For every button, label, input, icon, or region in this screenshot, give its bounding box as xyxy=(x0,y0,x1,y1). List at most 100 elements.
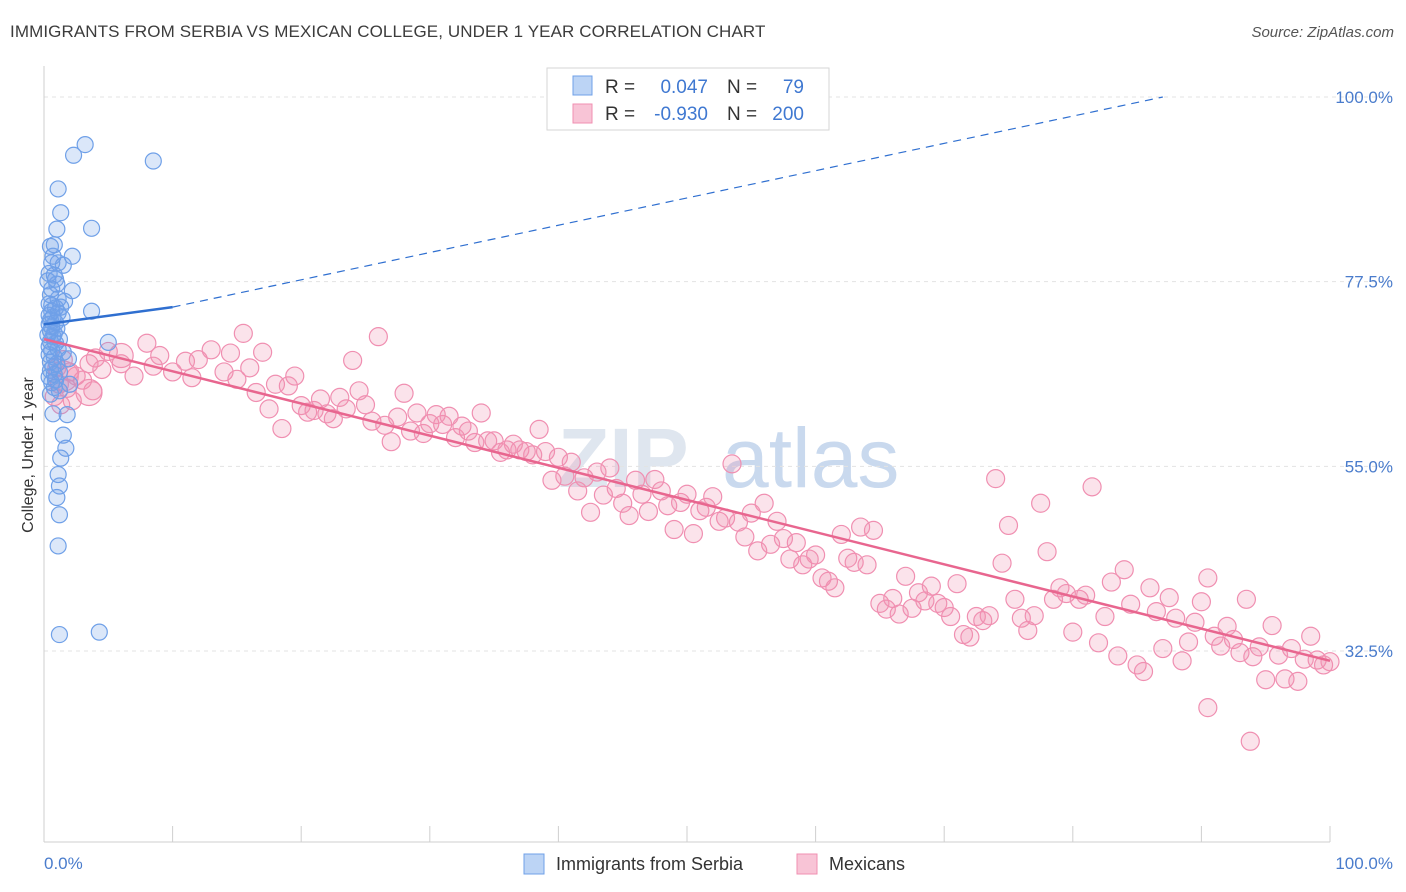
mexicans-point xyxy=(220,343,241,363)
serbia-point xyxy=(50,506,69,524)
mexicans-point xyxy=(786,533,806,553)
mexicans-point xyxy=(1159,588,1179,608)
serbia-point xyxy=(44,405,62,423)
serbia-point xyxy=(48,488,66,507)
mexicans-point xyxy=(857,555,877,575)
mexicans-point xyxy=(1320,652,1340,672)
mexicans-point xyxy=(876,599,896,619)
serbia-point xyxy=(48,275,66,293)
mexicans-n-label: N = xyxy=(727,104,757,125)
serbia-r-value: 0.047 xyxy=(660,77,708,98)
mexicans-point xyxy=(1133,661,1154,682)
mexicans-point xyxy=(973,611,993,631)
mexicans-point xyxy=(272,418,292,439)
mexicans-point xyxy=(1240,731,1260,751)
mexicans-point xyxy=(278,376,298,396)
mexicans-point xyxy=(253,342,273,362)
mexicans-point xyxy=(1262,615,1282,636)
y-axis-title: College, Under 1 year xyxy=(20,377,37,533)
mexicans-point xyxy=(863,520,884,540)
mexicans-point xyxy=(1101,572,1121,592)
chart-title: IMMIGRANTS FROM SERBIA VS MEXICAN COLLEG… xyxy=(10,22,766,41)
serbia-n-value: 79 xyxy=(783,77,804,98)
serbia-point xyxy=(82,219,101,237)
trend-lines xyxy=(43,96,1331,663)
mexicans-point xyxy=(979,606,999,626)
mexicans-point xyxy=(1063,622,1083,642)
mexicans-point xyxy=(75,378,103,407)
watermark-atlas: atlas xyxy=(722,411,899,505)
mexicans-point xyxy=(1230,643,1250,663)
mexicans-point xyxy=(1108,646,1128,666)
mexicans-point xyxy=(298,402,318,422)
y-tick-label: 32.5% xyxy=(1345,642,1393,661)
mexicans-point xyxy=(1178,632,1199,652)
serbia-trend-line xyxy=(43,305,173,326)
serbia-point xyxy=(41,385,60,403)
mexicans-point xyxy=(188,350,208,370)
mexicans-point xyxy=(992,553,1012,573)
mexicans-point xyxy=(580,502,601,522)
serbia-trend-dashed xyxy=(172,96,1163,308)
x-tick-label-max: 100.0% xyxy=(1335,854,1393,873)
mexicans-point xyxy=(1243,647,1263,667)
y-tick-label: 100.0% xyxy=(1335,88,1393,107)
serbia-point xyxy=(144,152,162,170)
mexicans-point xyxy=(1082,477,1102,497)
serbia-r-label: R = xyxy=(605,77,635,98)
serbia-point xyxy=(57,439,75,457)
mexicans-point xyxy=(1256,670,1276,690)
legend-mexicans-label: Mexicans xyxy=(829,854,905,874)
mexicans-point xyxy=(1198,698,1218,718)
mexicans-point xyxy=(754,493,774,513)
mexicans-point xyxy=(773,528,794,549)
mexicans-point xyxy=(947,574,967,594)
mexicans-point xyxy=(330,387,350,407)
serbia-point xyxy=(39,272,57,290)
serbia-point xyxy=(49,180,67,198)
mexicans-point xyxy=(735,527,755,547)
mexicans-point xyxy=(1153,638,1173,659)
mexicans-point xyxy=(355,395,376,415)
series-legend: Immigrants from Serbia Mexicans xyxy=(523,853,905,875)
serbia-point xyxy=(76,136,94,154)
mexicans-point xyxy=(1191,592,1212,612)
mexicans-point xyxy=(137,333,157,353)
mexicans-point xyxy=(1140,578,1160,598)
mexicans-point xyxy=(394,383,414,403)
serbia-swatch xyxy=(572,75,593,96)
legend-serbia-swatch xyxy=(523,853,545,875)
mexicans-point xyxy=(407,403,427,423)
mexicans-n-value: 200 xyxy=(772,104,804,125)
y-tick-label: 55.0% xyxy=(1345,457,1393,476)
mexicans-point xyxy=(368,327,388,347)
serbia-point xyxy=(99,333,117,352)
mexicans-point xyxy=(986,469,1006,489)
mexicans-point xyxy=(323,409,343,429)
mexicans-point xyxy=(960,627,980,647)
mexicans-point xyxy=(1114,560,1134,580)
mexicans-point xyxy=(259,399,279,419)
mexicans-point xyxy=(201,340,221,360)
source-label: Source: ZipAtlas.com xyxy=(1251,24,1394,41)
stats-legend: R = 0.047 N = 79 R = -0.930 N = 200 xyxy=(546,67,830,131)
mexicans-point xyxy=(240,358,260,378)
serbia-n-label: N = xyxy=(727,77,757,98)
mexicans-point xyxy=(124,366,144,386)
mexicans-point xyxy=(349,381,369,401)
mexicans-point xyxy=(703,487,723,507)
mexicans-point xyxy=(613,493,633,513)
mexicans-point xyxy=(1198,568,1218,588)
mexicans-point xyxy=(381,432,401,452)
mexicans-point xyxy=(1301,626,1321,646)
x-tick-label-min: 0.0% xyxy=(44,854,83,873)
legend-mexicans-swatch xyxy=(796,853,818,875)
mexicans-point xyxy=(619,505,639,526)
serbia-point xyxy=(64,146,83,164)
mexicans-point xyxy=(664,519,684,540)
mexicans-point xyxy=(343,350,363,371)
serbia-point xyxy=(52,449,70,467)
serbia-point xyxy=(54,426,72,444)
serbia-point xyxy=(48,220,66,238)
mexicans-trend-line xyxy=(43,337,1331,663)
